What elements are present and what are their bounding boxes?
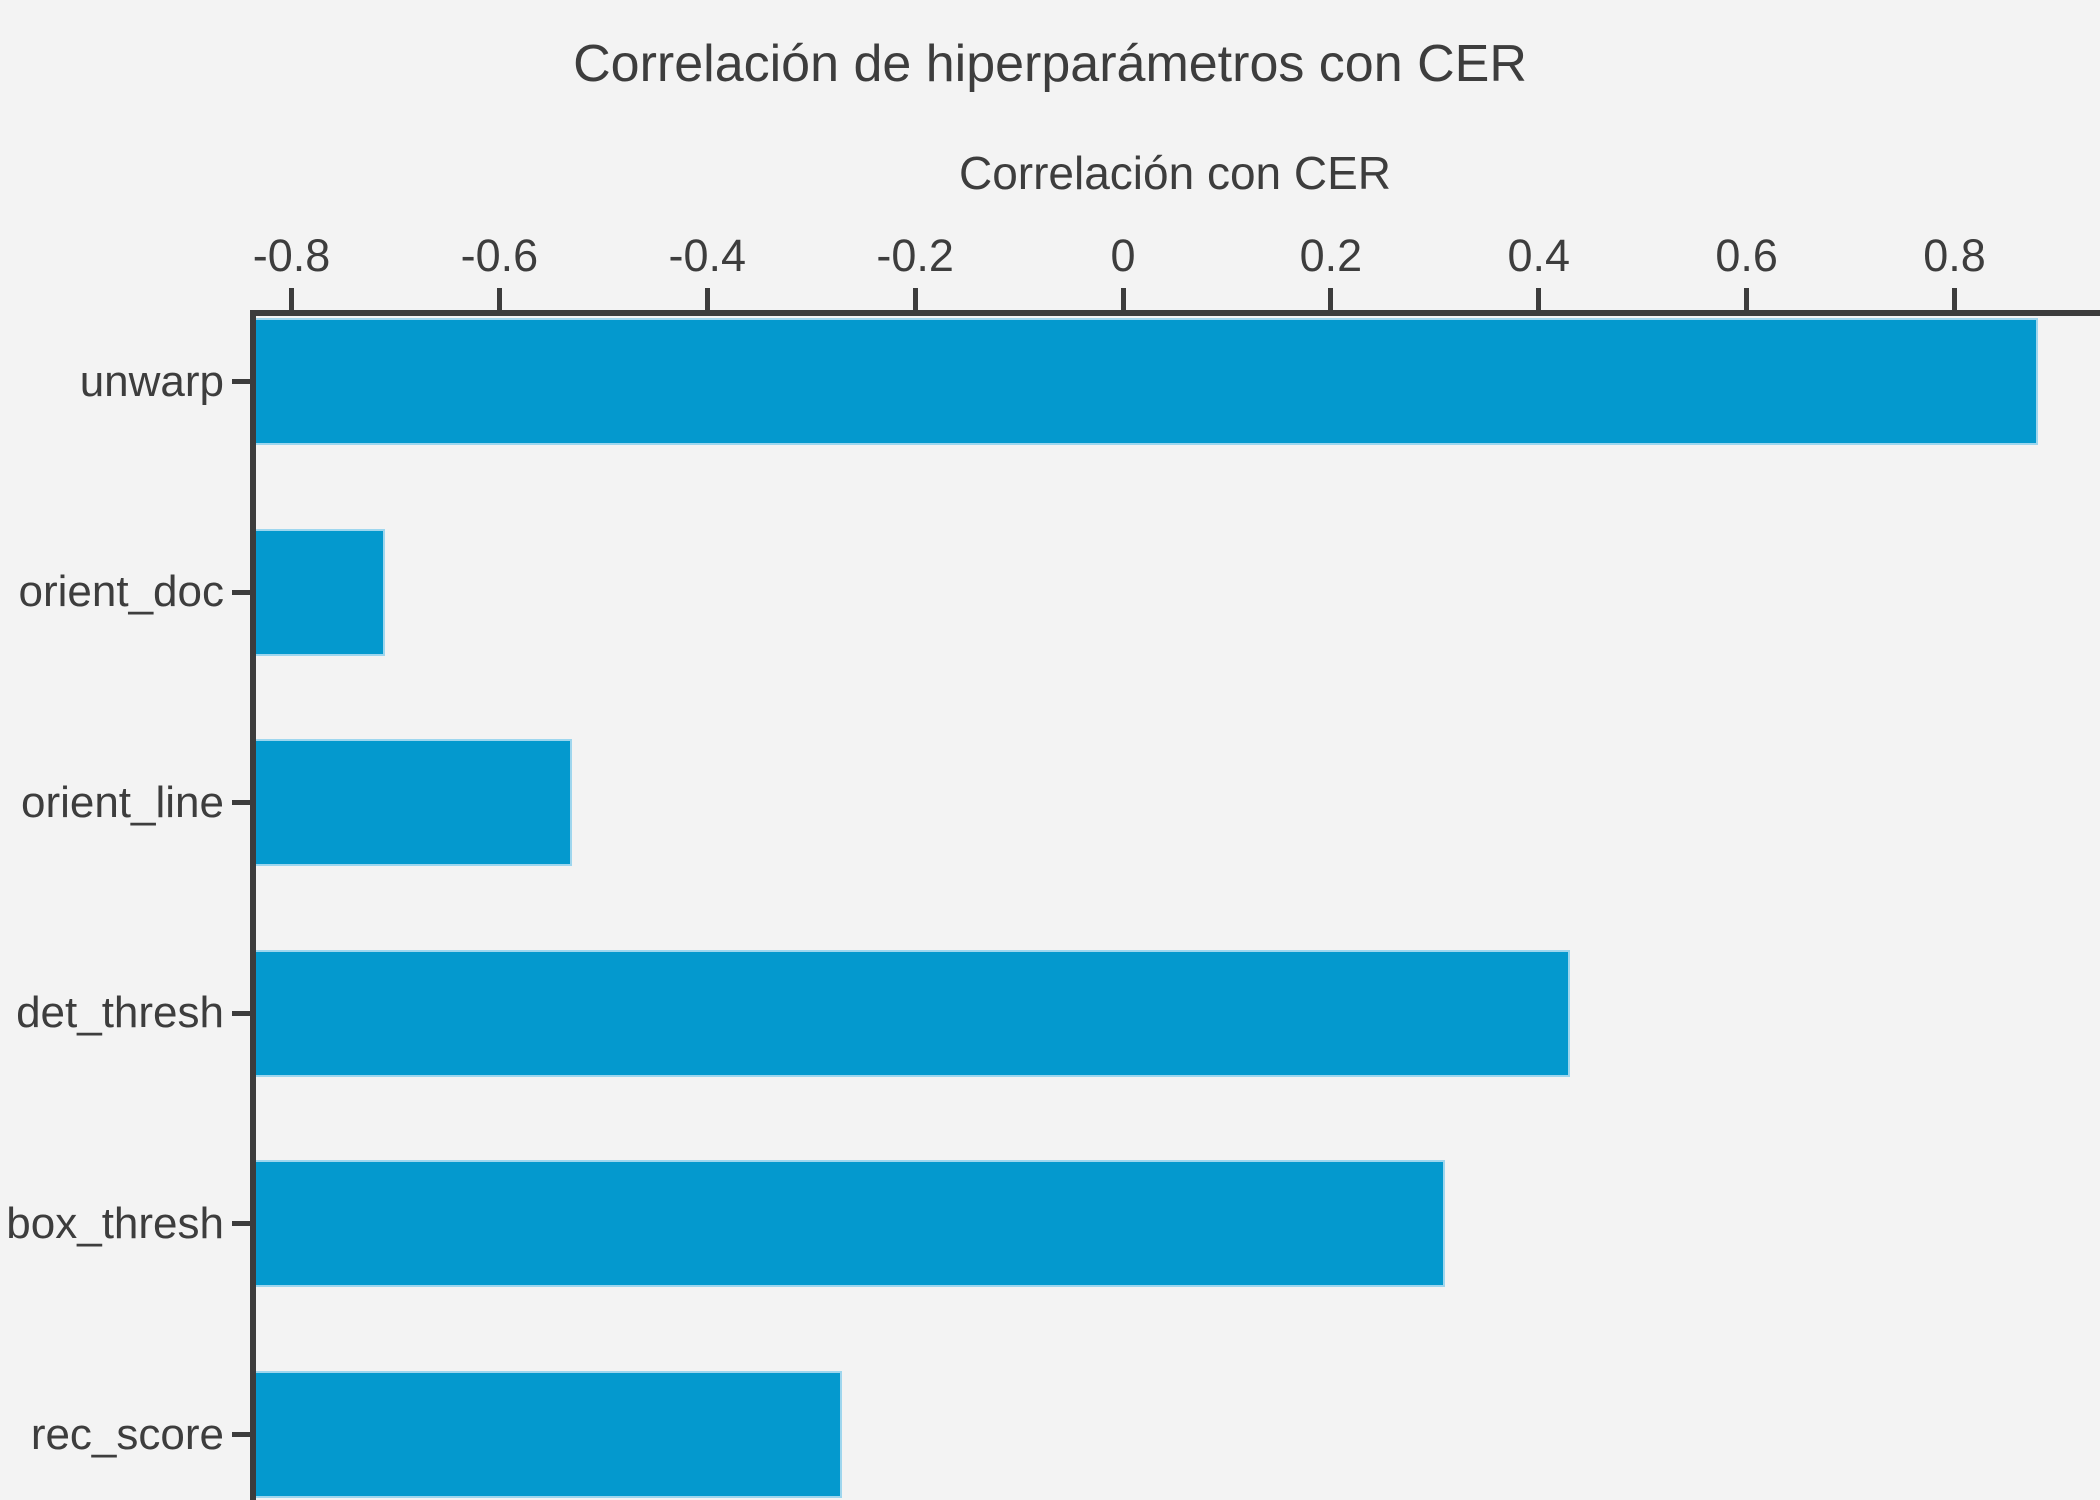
bar-box_thresh xyxy=(256,1160,1446,1288)
x-tick-label: -0.2 xyxy=(876,230,954,281)
x-tick-label: -0.4 xyxy=(668,230,747,281)
x-tick-mark xyxy=(912,288,918,310)
y-tick-mark xyxy=(232,800,250,806)
bar-orient_line xyxy=(256,739,573,867)
x-tick-mark xyxy=(1328,288,1334,310)
x-tick-label: 0.8 xyxy=(1923,230,1986,281)
category-label-orient_doc: orient_doc xyxy=(18,567,224,617)
bar-det_thresh xyxy=(256,949,1570,1077)
x-tick-label: -0.8 xyxy=(252,230,331,281)
top-axis-spine xyxy=(250,310,2100,316)
x-tick-mark xyxy=(1744,288,1750,310)
category-label-det_thresh: det_thresh xyxy=(16,988,224,1038)
x-tick-mark xyxy=(704,288,710,310)
left-axis-spine xyxy=(250,310,256,1500)
category-label-box_thresh: box_thresh xyxy=(6,1198,224,1248)
y-tick-mark xyxy=(232,1010,250,1016)
y-tick-mark xyxy=(232,589,250,595)
x-tick-label: 0.6 xyxy=(1715,230,1778,281)
bar-unwarp xyxy=(256,318,2038,445)
chart-title: Correlación de hiperparámetros con CER xyxy=(573,35,1527,93)
x-tick-label: 0.4 xyxy=(1507,230,1571,281)
category-label-orient_line: orient_line xyxy=(20,777,224,827)
x-tick-mark xyxy=(1536,288,1542,310)
category-label-unwarp: unwarp xyxy=(79,356,224,406)
y-tick-mark xyxy=(232,1432,250,1437)
category-label-rec_score: rec_score xyxy=(30,1409,224,1459)
x-tick-label: -0.6 xyxy=(460,230,539,281)
y-tick-mark xyxy=(232,379,250,384)
x-tick-mark xyxy=(496,288,502,310)
x-tick-mark xyxy=(1951,288,1957,310)
x-axis-label: Correlación con CER xyxy=(958,147,1392,199)
x-tick-label: 0.2 xyxy=(1299,230,1363,281)
bar-rec_score xyxy=(256,1371,843,1498)
bar-orient_doc xyxy=(256,528,386,656)
x-tick-label: 0 xyxy=(1110,230,1136,281)
x-tick-mark xyxy=(1120,288,1126,310)
x-tick-mark xyxy=(289,288,295,310)
y-tick-mark xyxy=(232,1221,250,1227)
